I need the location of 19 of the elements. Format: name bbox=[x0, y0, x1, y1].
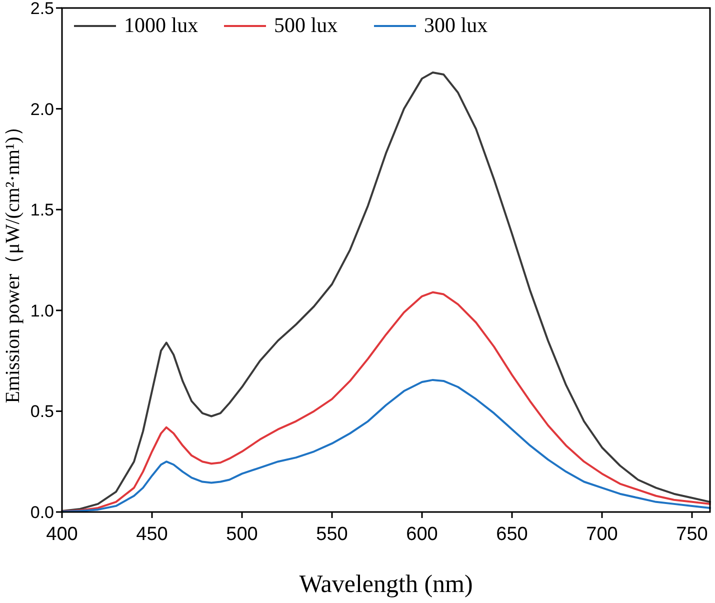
x-tick-label: 500 bbox=[226, 524, 258, 545]
y-tick-label: 1.0 bbox=[30, 301, 54, 320]
y-axis-title: Emission power（μW/(cm²·nm¹)） bbox=[2, 116, 24, 404]
x-tick-label: 400 bbox=[46, 524, 78, 545]
y-tick-label: 1.5 bbox=[30, 200, 54, 220]
legend-label: 300 lux bbox=[424, 13, 488, 37]
y-tick-label: 0.0 bbox=[30, 503, 54, 522]
x-tick-label: 600 bbox=[406, 524, 438, 545]
legend-label: 500 lux bbox=[274, 13, 338, 37]
x-tick-label: 650 bbox=[496, 524, 528, 545]
x-tick-label: 550 bbox=[316, 524, 348, 545]
x-tick-label: 450 bbox=[136, 524, 168, 545]
y-tick-label: 0.5 bbox=[30, 402, 54, 422]
x-tick-label: 700 bbox=[586, 524, 618, 545]
y-tick-label: 2.5 bbox=[30, 0, 54, 18]
x-axis-title: Wavelength (nm) bbox=[299, 571, 473, 598]
legend-label: 1000 lux bbox=[124, 13, 199, 37]
x-tick-label: 750 bbox=[676, 524, 708, 545]
y-tick-label: 2.0 bbox=[30, 100, 54, 119]
